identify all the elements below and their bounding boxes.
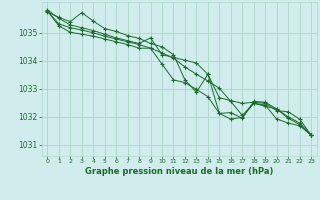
X-axis label: Graphe pression niveau de la mer (hPa): Graphe pression niveau de la mer (hPa) bbox=[85, 167, 273, 176]
